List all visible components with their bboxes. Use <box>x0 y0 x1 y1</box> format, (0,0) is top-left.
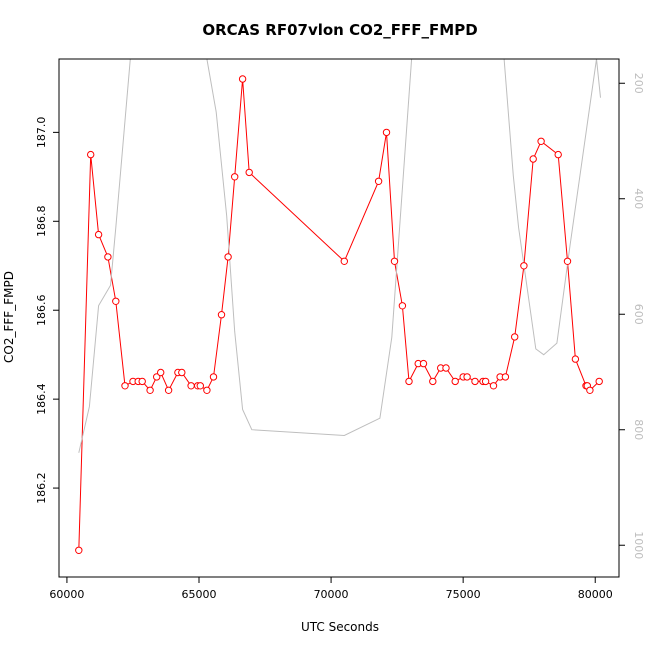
data-point <box>94 230 103 239</box>
data-point <box>187 382 195 390</box>
y-axis-left: 186.2 186.4 186.6 186.8 187.0 <box>35 117 59 504</box>
data-point <box>146 386 154 394</box>
y-tick-label: 186.8 <box>35 206 48 238</box>
data-point <box>586 386 594 394</box>
data-point <box>178 368 186 377</box>
y2-tick-label: 800 <box>632 419 645 440</box>
data-points <box>75 75 603 554</box>
x-tick-label: 70000 <box>314 588 349 601</box>
data-point <box>87 150 95 159</box>
series-line-left <box>78 78 600 551</box>
data-point <box>112 297 120 305</box>
x-tick-label: 65000 <box>182 588 217 601</box>
data-point <box>374 177 383 186</box>
x-axis: 60000 65000 70000 75000 80000 <box>49 577 613 601</box>
data-point <box>489 382 498 390</box>
data-point <box>224 253 232 261</box>
data-point <box>217 311 226 319</box>
data-point <box>203 386 211 394</box>
y-axis-label: CO2_FFF_FMPD <box>2 271 16 363</box>
chart-title: ORCAS RF07vlon CO2_FFF_FMPD <box>202 21 477 39</box>
data-point <box>75 546 83 554</box>
data-point <box>138 377 146 386</box>
y-tick-label: 186.6 <box>35 294 48 326</box>
data-point <box>563 257 572 265</box>
x-tick-label: 60000 <box>49 588 84 601</box>
data-point <box>390 257 399 265</box>
data-point <box>405 377 413 386</box>
data-point <box>196 382 205 390</box>
x-axis-label: UTC Seconds <box>301 620 379 634</box>
data-point <box>209 373 218 381</box>
data-point <box>511 333 519 341</box>
data-point <box>442 364 450 372</box>
data-point <box>398 302 407 310</box>
data-point <box>481 377 490 386</box>
data-point <box>157 368 165 377</box>
data-point <box>554 150 562 159</box>
data-point <box>340 257 348 265</box>
series-line-right <box>78 59 601 453</box>
y-tick-label: 187.0 <box>35 117 48 149</box>
data-point <box>238 75 247 83</box>
data-point <box>501 373 510 381</box>
y2-tick-label: 600 <box>632 304 645 325</box>
data-point <box>451 377 459 386</box>
data-point <box>595 377 603 386</box>
data-point <box>231 173 239 181</box>
data-point <box>104 253 112 261</box>
y-tick-label: 186.4 <box>35 383 48 415</box>
data-point <box>529 155 537 163</box>
data-point <box>463 373 471 381</box>
data-point <box>164 386 173 394</box>
data-point <box>419 359 428 368</box>
data-point <box>429 377 437 386</box>
data-point <box>537 137 545 146</box>
plot-area <box>78 59 601 551</box>
data-point <box>382 128 391 137</box>
y2-tick-label: 1000 <box>632 531 645 559</box>
y2-tick-label: 400 <box>632 188 645 209</box>
data-point <box>471 377 479 386</box>
data-point <box>571 355 580 363</box>
y-axis-right: 200 400 600 800 1000 <box>619 73 645 559</box>
data-point <box>121 382 129 390</box>
y-tick-label: 186.2 <box>35 472 48 504</box>
plot-frame <box>58 58 620 578</box>
x-tick-label: 80000 <box>578 588 613 601</box>
y2-tick-label: 200 <box>632 73 645 94</box>
data-point <box>245 168 253 177</box>
x-tick-label: 75000 <box>446 588 481 601</box>
data-point <box>520 262 528 270</box>
